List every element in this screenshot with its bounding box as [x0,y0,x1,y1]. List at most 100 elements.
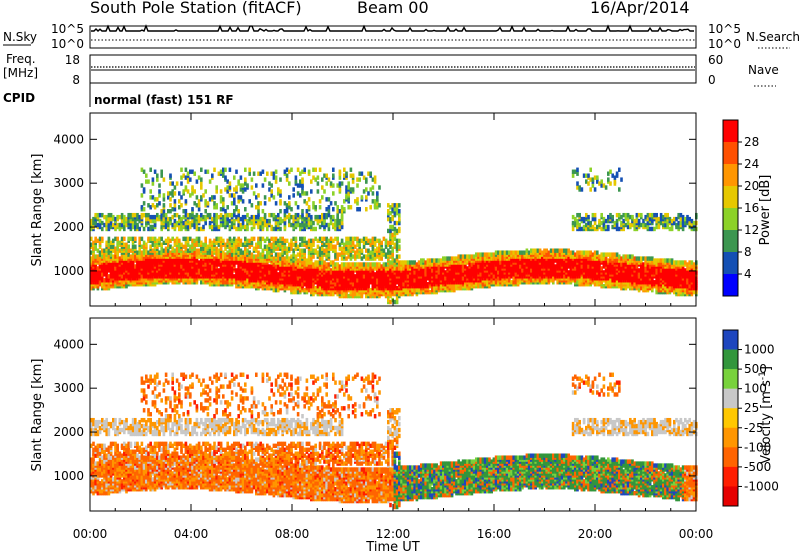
heatmap-cell [156,254,159,259]
heatmap-cell [338,169,342,174]
heatmap-cell [215,246,218,251]
heatmap-cell [270,224,273,230]
heatmap-cell [312,272,315,277]
heatmap-cell [235,244,238,249]
heatmap-cell [299,171,302,176]
heatmap-cell [299,179,302,184]
heatmap-cell [402,287,405,293]
heatmap-cell [395,203,399,208]
heatmap-cell [186,224,190,230]
heatmap-cell [90,242,93,247]
heatmap-cell [169,244,172,249]
nave-right-tick-bottom: 0 [708,73,716,87]
heatmap-cell [494,250,498,255]
heatmap-cell [175,181,179,186]
heatmap-cell [494,274,498,279]
heatmap-cell [290,254,293,259]
heatmap-cell [131,216,135,222]
heatmap-cell [142,169,146,174]
heatmap-cell [248,284,251,289]
heatmap-cell [435,278,438,283]
heatmap-cell [318,218,322,224]
heatmap-cell [389,299,392,305]
heatmap-cell [222,214,225,220]
heatmap-cell [327,212,331,218]
heatmap-cell [332,222,335,228]
heatmap-cell [94,246,97,251]
heatmap-cell [387,297,390,303]
heatmap-cell [180,203,183,208]
heatmap-cell [107,274,111,279]
heatmap-cell [215,250,218,255]
heatmap-cell [213,256,216,261]
heatmap-cell [371,199,375,204]
heatmap-cell [103,278,106,283]
heatmap-cell [373,199,377,204]
heatmap-cell [329,214,333,220]
heatmap-cell [162,177,166,182]
heatmap-cell [347,236,350,242]
heatmap-cell [428,289,432,295]
heatmap-cell [257,220,260,226]
heatmap-cell [118,214,122,220]
heatmap-cell [457,278,460,283]
heatmap-cell [292,218,295,224]
heatmap-cell [215,189,218,194]
heatmap-cell [389,228,392,234]
heatmap-cell [244,177,247,182]
heatmap-cell [389,240,392,245]
heatmap-cell [222,280,225,285]
heatmap-cell [237,195,240,200]
heatmap-cell [217,254,221,259]
heatmap-cell [263,195,267,200]
heatmap-cell [367,171,370,176]
heatmap-cell [391,207,394,212]
heatmap-cell [191,212,194,218]
heatmap-cell [338,264,342,269]
heatmap-cell [239,175,243,180]
heatmap-cell [464,258,467,263]
heatmap-cell [439,258,443,263]
heatmap-cell [263,238,267,244]
heatmap-cell [118,256,122,261]
heatmap-cell [409,260,412,265]
heatmap-cell [224,246,227,251]
heatmap-cell [263,244,267,249]
heatmap-cell [103,248,106,253]
heatmap-cell [217,242,221,247]
heatmap-cell [376,191,379,196]
heatmap-cell [257,205,260,210]
heatmap-cell [422,270,425,275]
heatmap-cell [184,220,188,226]
heatmap-cell [332,207,335,212]
heatmap-cell [316,284,320,289]
heatmap-cell [316,189,320,194]
heatmap-cell [431,268,434,273]
heatmap-cell [268,274,271,279]
heatmap-cell [398,203,401,208]
heatmap-cell [299,262,302,267]
heatmap-cell [96,254,100,259]
heatmap-cell [270,282,273,287]
heatmap-cell [468,276,471,281]
heatmap-cell [235,205,238,210]
heatmap-cell [151,195,155,200]
heatmap-cell [268,187,271,192]
heatmap-cell [90,236,93,242]
heatmap-cell [351,254,355,259]
heatmap-cell [112,238,115,244]
heatmap-cell [123,254,126,259]
heatmap-cell [186,248,190,253]
heatmap-cell [255,264,258,269]
heatmap-cell [349,252,353,257]
heatmap-cell [237,236,240,242]
heatmap-cell [246,238,249,244]
heatmap-cell [268,246,271,251]
heatmap-cell [186,179,190,184]
heatmap-cell [96,238,100,244]
heatmap-cell [169,238,172,244]
heatmap-cell [259,264,262,269]
heatmap-cell [162,248,166,253]
heatmap-cell [237,212,240,218]
heatmap-cell [206,201,210,206]
